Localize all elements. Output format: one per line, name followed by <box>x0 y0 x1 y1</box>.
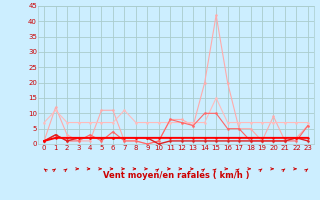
X-axis label: Vent moyen/en rafales ( km/h ): Vent moyen/en rafales ( km/h ) <box>103 171 249 180</box>
